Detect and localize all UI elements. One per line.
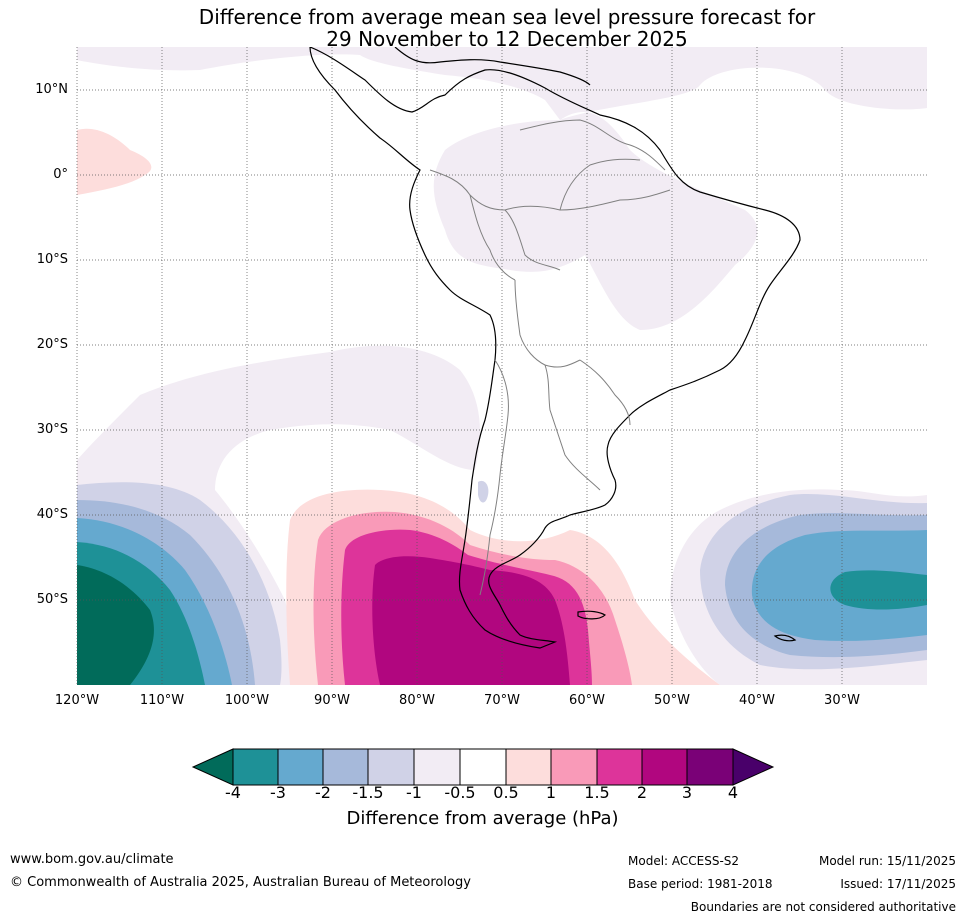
colorbar-cell-4 [367, 748, 415, 786]
lat-label-50s: 50°S [36, 592, 68, 607]
footer-disclaimer: Boundaries are not considered authoritat… [690, 900, 956, 914]
lon-label-110w: 110°W [139, 693, 185, 708]
south-america-coastline [309, 47, 801, 649]
colorbar-cell-10 [641, 748, 688, 786]
colorbar [191, 748, 775, 786]
lon-label-90w: 90°W [314, 693, 350, 708]
anomaly-low-west-5 [77, 565, 154, 685]
lat-label-0: 0° [53, 167, 68, 182]
lon-label-40w: 40°W [739, 693, 775, 708]
colorbar-tick: -3 [270, 783, 286, 802]
country-borders [429, 119, 671, 596]
colorbar-cell-2 [277, 748, 324, 786]
colorbar-cell-6 [459, 748, 507, 786]
colorbar-cell-8 [550, 748, 598, 786]
graticule [76, 47, 927, 685]
lon-label-70w: 70°W [484, 693, 520, 708]
colorbar-cell-9 [596, 748, 643, 786]
colorbar-cell-3 [322, 748, 369, 786]
colorbar-cell-1 [232, 748, 279, 786]
colorbar-tick: -2 [315, 783, 331, 802]
lon-label-30w: 30°W [824, 693, 860, 708]
lat-label-30s: 30°S [36, 422, 68, 437]
anomaly-high-eq-west [77, 128, 152, 195]
colorbar-cell-7 [505, 748, 552, 786]
anomaly-high-4 [372, 556, 570, 685]
footer-website[interactable]: www.bom.gov.au/climate [10, 852, 174, 867]
anomaly-low-patch [478, 480, 489, 503]
lat-label-10n: 10°N [35, 82, 68, 97]
colorbar-tick: -1 [406, 783, 422, 802]
lon-label-50w: 50°W [654, 693, 690, 708]
colorbar-title: Difference from average (hPa) [346, 808, 619, 829]
colorbar-tick: 1 [545, 783, 557, 802]
colorbar-tick: 2 [636, 783, 648, 802]
lon-label-120w: 120°W [54, 693, 100, 708]
colorbar-tick: -1.5 [352, 783, 384, 802]
colorbar-cell-low-extend [191, 748, 234, 786]
footer-issued: Issued: 17/11/2025 [840, 877, 956, 891]
falkland-islands [577, 610, 606, 620]
footer-model: Model: ACCESS-S2 [628, 854, 740, 868]
lat-label-40s: 40°S [36, 507, 68, 522]
colorbar-tick: -0.5 [444, 783, 476, 802]
colorbar-tick: 1.5 [584, 783, 610, 802]
south-georgia [773, 634, 797, 642]
colorbar-cell-high-extend [732, 748, 775, 786]
colorbar-tick: -4 [225, 783, 241, 802]
colorbar-cell-11 [686, 748, 734, 786]
colorbar-cell-5 [413, 748, 461, 786]
lon-label-80w: 80°W [399, 693, 435, 708]
caribbean-coastline [394, 47, 591, 86]
anomaly-low-east-4 [830, 570, 927, 610]
chart-title-line1: Difference from average mean sea level p… [198, 5, 816, 29]
lon-label-60w: 60°W [569, 693, 605, 708]
colorbar-tick: 3 [681, 783, 693, 802]
colorbar-tick: 4 [727, 783, 739, 802]
colorbar-tick: 0.5 [493, 783, 519, 802]
footer-base-period: Base period: 1981-2018 [628, 877, 773, 891]
chart-title-line2: 29 November to 12 December 2025 [326, 27, 688, 51]
lat-label-10s: 10°S [36, 252, 68, 267]
lat-label-20s: 20°S [36, 337, 68, 352]
footer-model-run: Model run: 15/11/2025 [818, 854, 956, 868]
footer-copyright: © Commonwealth of Australia 2025, Austra… [10, 875, 471, 890]
coastlines [309, 47, 801, 649]
lon-label-100w: 100°W [224, 693, 270, 708]
